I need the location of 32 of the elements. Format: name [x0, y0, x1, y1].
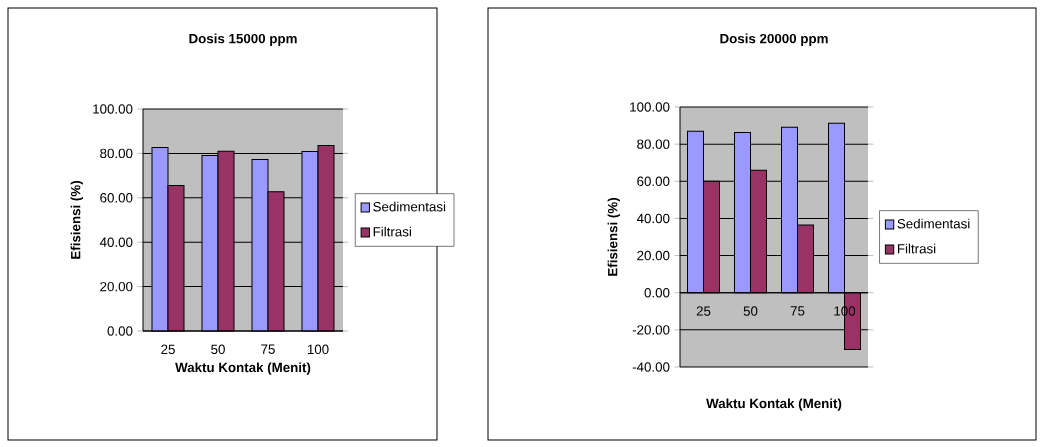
y-axis-title: Efisiensi (%) — [607, 198, 621, 276]
y-tick-label: 0.00 — [107, 326, 133, 336]
y-tick-label: 20.00 — [637, 250, 670, 261]
legend-label: Filtrasi — [373, 226, 411, 237]
x-axis-title: Waktu Kontak (Menit) — [175, 362, 311, 375]
y-tick-label: 60.00 — [637, 176, 670, 186]
y-tick-label: 100.00 — [93, 104, 133, 114]
y-tick-label: 0.00 — [644, 288, 670, 298]
y-tick-label: 40.00 — [636, 213, 670, 224]
y-tick-label: -40.00 — [632, 362, 670, 372]
legend-label: Sedimentasi — [897, 218, 970, 229]
x-tick-label: 75 — [261, 344, 275, 354]
y-tick-label: 100.00 — [630, 102, 670, 112]
y-tick-label: 40.00 — [99, 237, 133, 247]
legend-label: Filtrasi — [897, 243, 936, 254]
y-axis-title: Efisiensi (%) — [70, 181, 84, 259]
y-tick-label: -20.00 — [632, 325, 670, 335]
y-tick-label: 60.00 — [100, 193, 133, 203]
x-tick-label: 75 — [790, 306, 805, 316]
x-tick-label: 25 — [696, 306, 711, 316]
x-tick-label: 50 — [743, 306, 758, 316]
chart-title: Dosis 15000 ppm — [189, 33, 297, 46]
y-tick-label: 80.00 — [637, 139, 670, 149]
y-tick-label: 80.00 — [100, 148, 133, 159]
chart-title: Dosis 20000 ppm — [720, 33, 828, 46]
legend-label: Sedimentasi — [373, 201, 446, 212]
x-axis-title: Waktu Kontak (Menit) — [706, 398, 842, 411]
y-tick-label: 20.00 — [100, 281, 133, 292]
x-tick-label: 25 — [161, 344, 175, 355]
x-tick-label: 50 — [211, 344, 225, 355]
x-tick-label: 100 — [307, 344, 329, 355]
x-tick-label: 100 — [834, 306, 856, 316]
